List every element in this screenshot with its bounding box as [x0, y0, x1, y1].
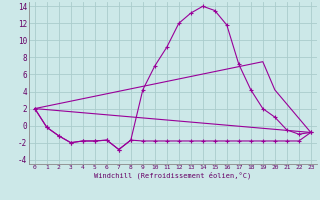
- X-axis label: Windchill (Refroidissement éolien,°C): Windchill (Refroidissement éolien,°C): [94, 172, 252, 179]
